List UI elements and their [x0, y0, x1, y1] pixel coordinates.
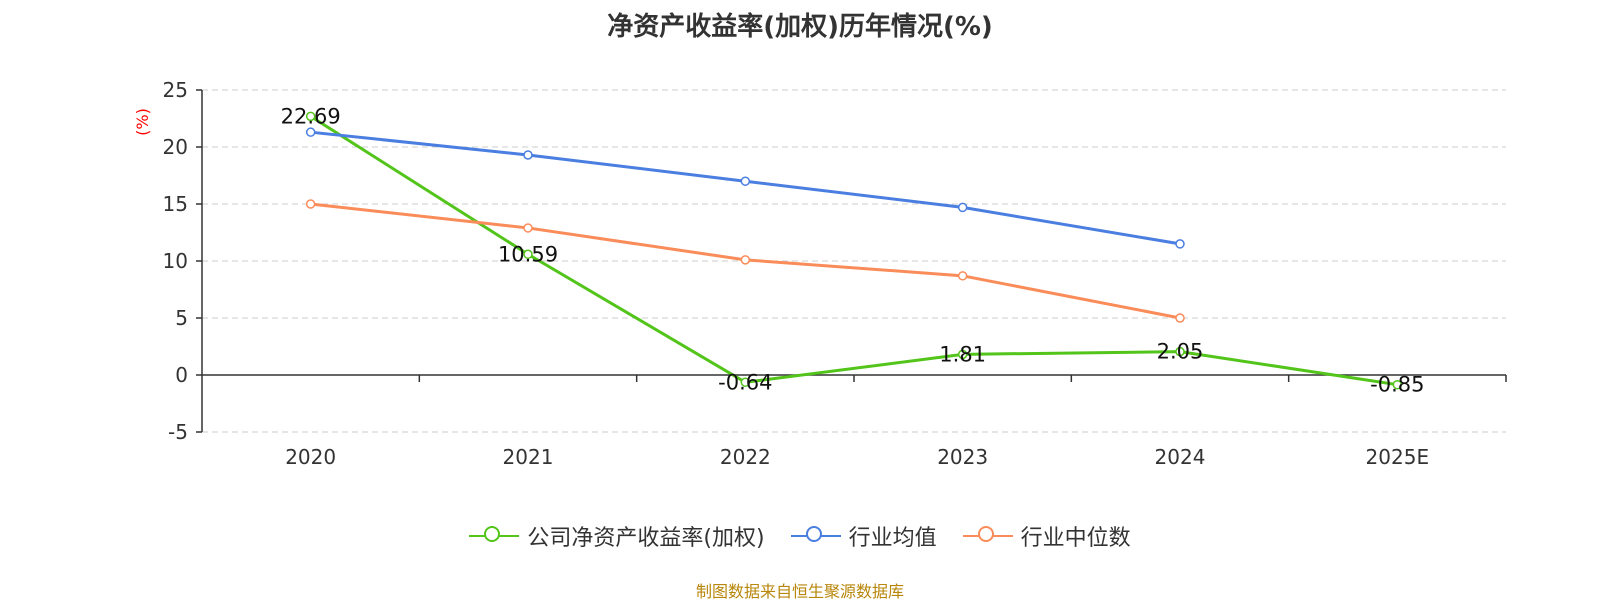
data-point: [305, 199, 316, 209]
legend-swatch-industry-avg: [790, 524, 841, 548]
data-point: [305, 127, 316, 137]
series-line-1: [310, 130, 1181, 246]
series-line-0: [309, 115, 1398, 387]
data-label: 10.59: [498, 242, 558, 266]
data-point: [1175, 239, 1185, 249]
y-tick-label: 20: [163, 135, 188, 159]
y-axis-label: (%): [133, 108, 152, 136]
data-point: [957, 271, 968, 281]
legend-swatch-company: [469, 524, 520, 548]
legend-label-company: 公司净资产收益率(加权): [527, 526, 765, 551]
y-tick-label: 15: [163, 192, 188, 216]
data-point: [523, 150, 533, 160]
data-label: -0.64: [718, 370, 772, 394]
y-tick-label: 25: [163, 78, 188, 102]
x-tick-label: 2022: [720, 445, 771, 469]
legend-item-industry-median[interactable]: 行业中位数: [962, 520, 1131, 552]
data-point: [740, 377, 751, 388]
data-label: -0.85: [1370, 373, 1424, 397]
data-label: 2.05: [1157, 340, 1204, 364]
data-label: 22.69: [281, 104, 341, 128]
x-tick-label: 2020: [285, 445, 336, 469]
legend-label-industry-avg: 行业均值: [848, 526, 937, 551]
x-tick-label: 2023: [937, 445, 988, 469]
y-tick-label: 5: [175, 306, 188, 330]
data-point: [957, 349, 968, 360]
y-tick-label: 0: [175, 363, 188, 387]
legend-swatch-industry-median: [962, 524, 1013, 548]
data-point: [305, 111, 316, 122]
data-point: [1175, 313, 1185, 323]
legend: 公司净资产收益率(加权) 行业均值 行业中位数: [0, 520, 1600, 552]
data-point: [740, 176, 751, 186]
legend-item-industry-avg[interactable]: 行业均值: [790, 520, 937, 552]
legend-item-company[interactable]: 公司净资产收益率(加权): [469, 520, 765, 552]
y-tick-label: -5: [168, 420, 188, 444]
data-point: [1175, 346, 1185, 357]
data-label: 1.81: [939, 342, 986, 366]
chart-title: 净资产收益率(加权)历年情况(%): [607, 12, 993, 42]
data-source-note: 制图数据来自恒生聚源数据库: [695, 582, 904, 601]
data-point: [957, 202, 968, 213]
x-tick-label: 2025E: [1366, 445, 1430, 469]
x-tick-label: 2021: [503, 445, 554, 469]
legend-label-industry-median: 行业中位数: [1020, 526, 1131, 551]
y-tick-label: 10: [163, 249, 188, 273]
x-tick-label: 2024: [1155, 445, 1206, 469]
data-point: [523, 223, 533, 233]
data-point: [740, 255, 751, 265]
data-point: [1392, 379, 1403, 390]
data-point: [523, 249, 533, 260]
